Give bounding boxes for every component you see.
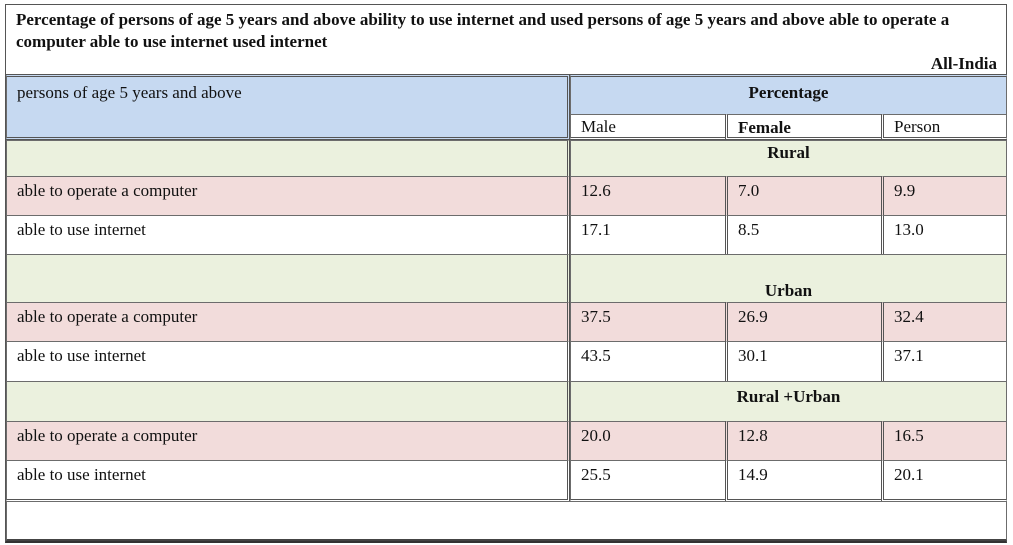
row-label-cell: able to use internet — [6, 215, 570, 255]
value-cell: 25.5 — [570, 460, 726, 502]
section-row-left — [6, 381, 570, 422]
value-cell: 12.6 — [570, 176, 726, 216]
section-row-rural-urban: Rural +Urban — [570, 381, 1007, 422]
value-cell: 12.8 — [725, 421, 882, 461]
section-row-left — [6, 254, 570, 303]
row-label-cell: able to use internet — [6, 341, 570, 382]
value-cell: 37.1 — [881, 341, 1007, 382]
value-cell: 32.4 — [881, 302, 1007, 342]
value-cell: 26.9 — [725, 302, 882, 342]
section-row-urban: Urban — [570, 254, 1007, 303]
value-cell: 17.1 — [570, 215, 726, 255]
row-label-cell: able to operate a computer — [6, 421, 570, 461]
header-col-person: Person — [881, 114, 1007, 140]
header-group-cell: Percentage — [570, 74, 1007, 115]
section-row-left — [6, 140, 570, 177]
section-row-rural: Rural — [570, 140, 1007, 177]
section-label: Rural — [767, 143, 810, 162]
value-cell: 7.0 — [725, 176, 882, 216]
value-cell: 16.5 — [881, 421, 1007, 461]
header-row-label: persons of age 5 years and above — [17, 83, 242, 102]
value-cell: 20.0 — [570, 421, 726, 461]
section-label: Rural +Urban — [736, 387, 841, 406]
value-cell: 20.1 — [881, 460, 1007, 502]
row-label: able to use internet — [17, 220, 146, 239]
header-group-label: Percentage — [748, 83, 829, 102]
value-cell: 30.1 — [725, 341, 882, 382]
header-col-female: Female — [725, 114, 882, 140]
row-label: able to use internet — [17, 346, 146, 365]
header-row-label-cell: persons of age 5 years and above — [6, 74, 570, 140]
section-label: Urban — [764, 281, 813, 300]
row-label-cell: able to operate a computer — [6, 176, 570, 216]
value-cell: 37.5 — [570, 302, 726, 342]
value-cell: 14.9 — [725, 460, 882, 502]
row-label: able to operate a computer — [17, 307, 198, 326]
region-label: All-India — [930, 54, 997, 73]
value-cell: 9.9 — [881, 176, 1007, 216]
row-label-cell: able to use internet — [6, 460, 570, 502]
value-cell: 13.0 — [881, 215, 1007, 255]
empty-footer-row — [6, 501, 1007, 541]
value-cell: 8.5 — [725, 215, 882, 255]
row-label: able to use internet — [17, 465, 146, 484]
row-label: able to operate a computer — [17, 181, 198, 200]
row-label-cell: able to operate a computer — [6, 302, 570, 342]
value-cell: 43.5 — [570, 341, 726, 382]
row-label: able to operate a computer — [17, 426, 198, 445]
table-title: Percentage of persons of age 5 years and… — [16, 10, 950, 51]
header-col-male: Male — [570, 114, 726, 140]
